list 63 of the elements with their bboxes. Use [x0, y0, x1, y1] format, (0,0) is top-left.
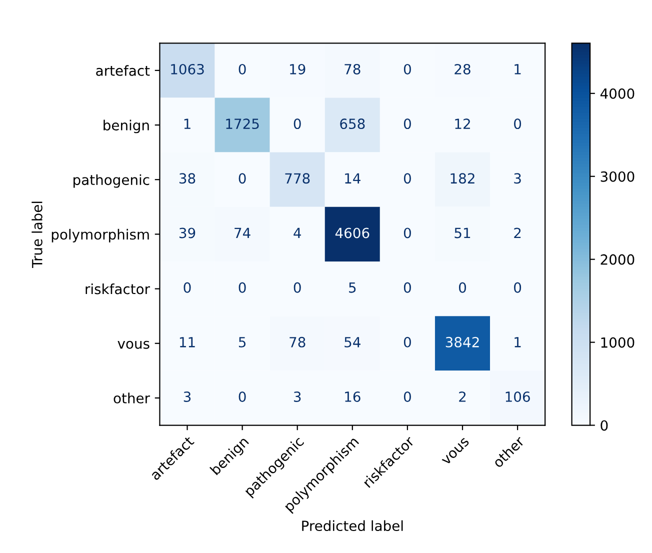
data-label: 3 [294, 391, 301, 402]
data-label: 78 [344, 64, 360, 74]
data-label: 2 [459, 391, 466, 402]
data-label: 0 [514, 282, 522, 293]
y-tick-label: pathogenic [74, 174, 150, 188]
data-label: 16 [345, 391, 360, 402]
data-label: 0 [404, 173, 411, 184]
y-tick-label: riskfactor [86, 284, 150, 294]
data-label: 778 [285, 173, 310, 184]
y-tick-label: benign [104, 120, 149, 134]
data-label: 0 [184, 282, 191, 293]
color-bar-label: 2000 [600, 254, 634, 265]
y-axis-title: True label [32, 202, 42, 268]
data-label: 0 [238, 64, 246, 74]
data-label: 0 [404, 282, 411, 293]
data-label: 54 [344, 337, 360, 348]
color-bar-label: 4000 [600, 88, 634, 99]
data-label: 5 [238, 337, 246, 348]
color-bar-label: 3000 [600, 171, 634, 182]
data-label: 12 [455, 118, 470, 129]
data-label: 0 [238, 282, 246, 293]
data-label: 658 [340, 118, 365, 130]
data-label: 2 [514, 228, 521, 238]
data-label: 0 [238, 173, 246, 184]
data-label: 0 [238, 391, 246, 402]
data-label: 0 [404, 391, 411, 402]
data-label: 28 [454, 64, 470, 74]
y-tick-label: vous [118, 340, 150, 349]
data-label: 11 [180, 337, 195, 348]
data-label: 0 [404, 118, 411, 130]
data-label: 39 [179, 228, 196, 238]
data-label: 51 [454, 228, 470, 238]
data-label: 14 [345, 173, 360, 184]
data-label: 1725 [226, 118, 259, 130]
data-label: 4 [294, 228, 301, 238]
data-label: 182 [450, 173, 474, 184]
data-label: 0 [294, 118, 301, 130]
y-tick-label: polymorphism [52, 228, 149, 242]
y-tick-label: other [114, 392, 150, 404]
data-label: 38 [179, 173, 196, 184]
x-axis-title: Predicted label [302, 520, 403, 532]
data-label: 5 [349, 282, 356, 293]
data-label: 78 [290, 336, 306, 348]
data-label: 1 [514, 64, 521, 74]
color-bar-label: 1000 [601, 337, 634, 348]
y-tick-label: artefact [96, 65, 150, 76]
data-label: 3 [514, 173, 521, 184]
data-label: 0 [404, 64, 411, 74]
data-label: 0 [294, 282, 301, 293]
data-label: 19 [290, 64, 306, 74]
data-label: 0 [404, 228, 411, 238]
data-label: 0 [404, 336, 411, 348]
data-label: 3 [184, 391, 191, 402]
data-label: 74 [234, 228, 250, 238]
data-label: 0 [514, 118, 522, 130]
data-label: 1 [184, 118, 190, 129]
data-label: 1 [514, 337, 521, 348]
data-label: 106 [506, 391, 530, 402]
data-label: 0 [459, 282, 466, 293]
data-label: 1063 [171, 64, 204, 74]
data-label: 3842 [446, 336, 479, 348]
data-label: 4606 [335, 228, 370, 238]
color-bar-label: 0 [600, 420, 608, 431]
